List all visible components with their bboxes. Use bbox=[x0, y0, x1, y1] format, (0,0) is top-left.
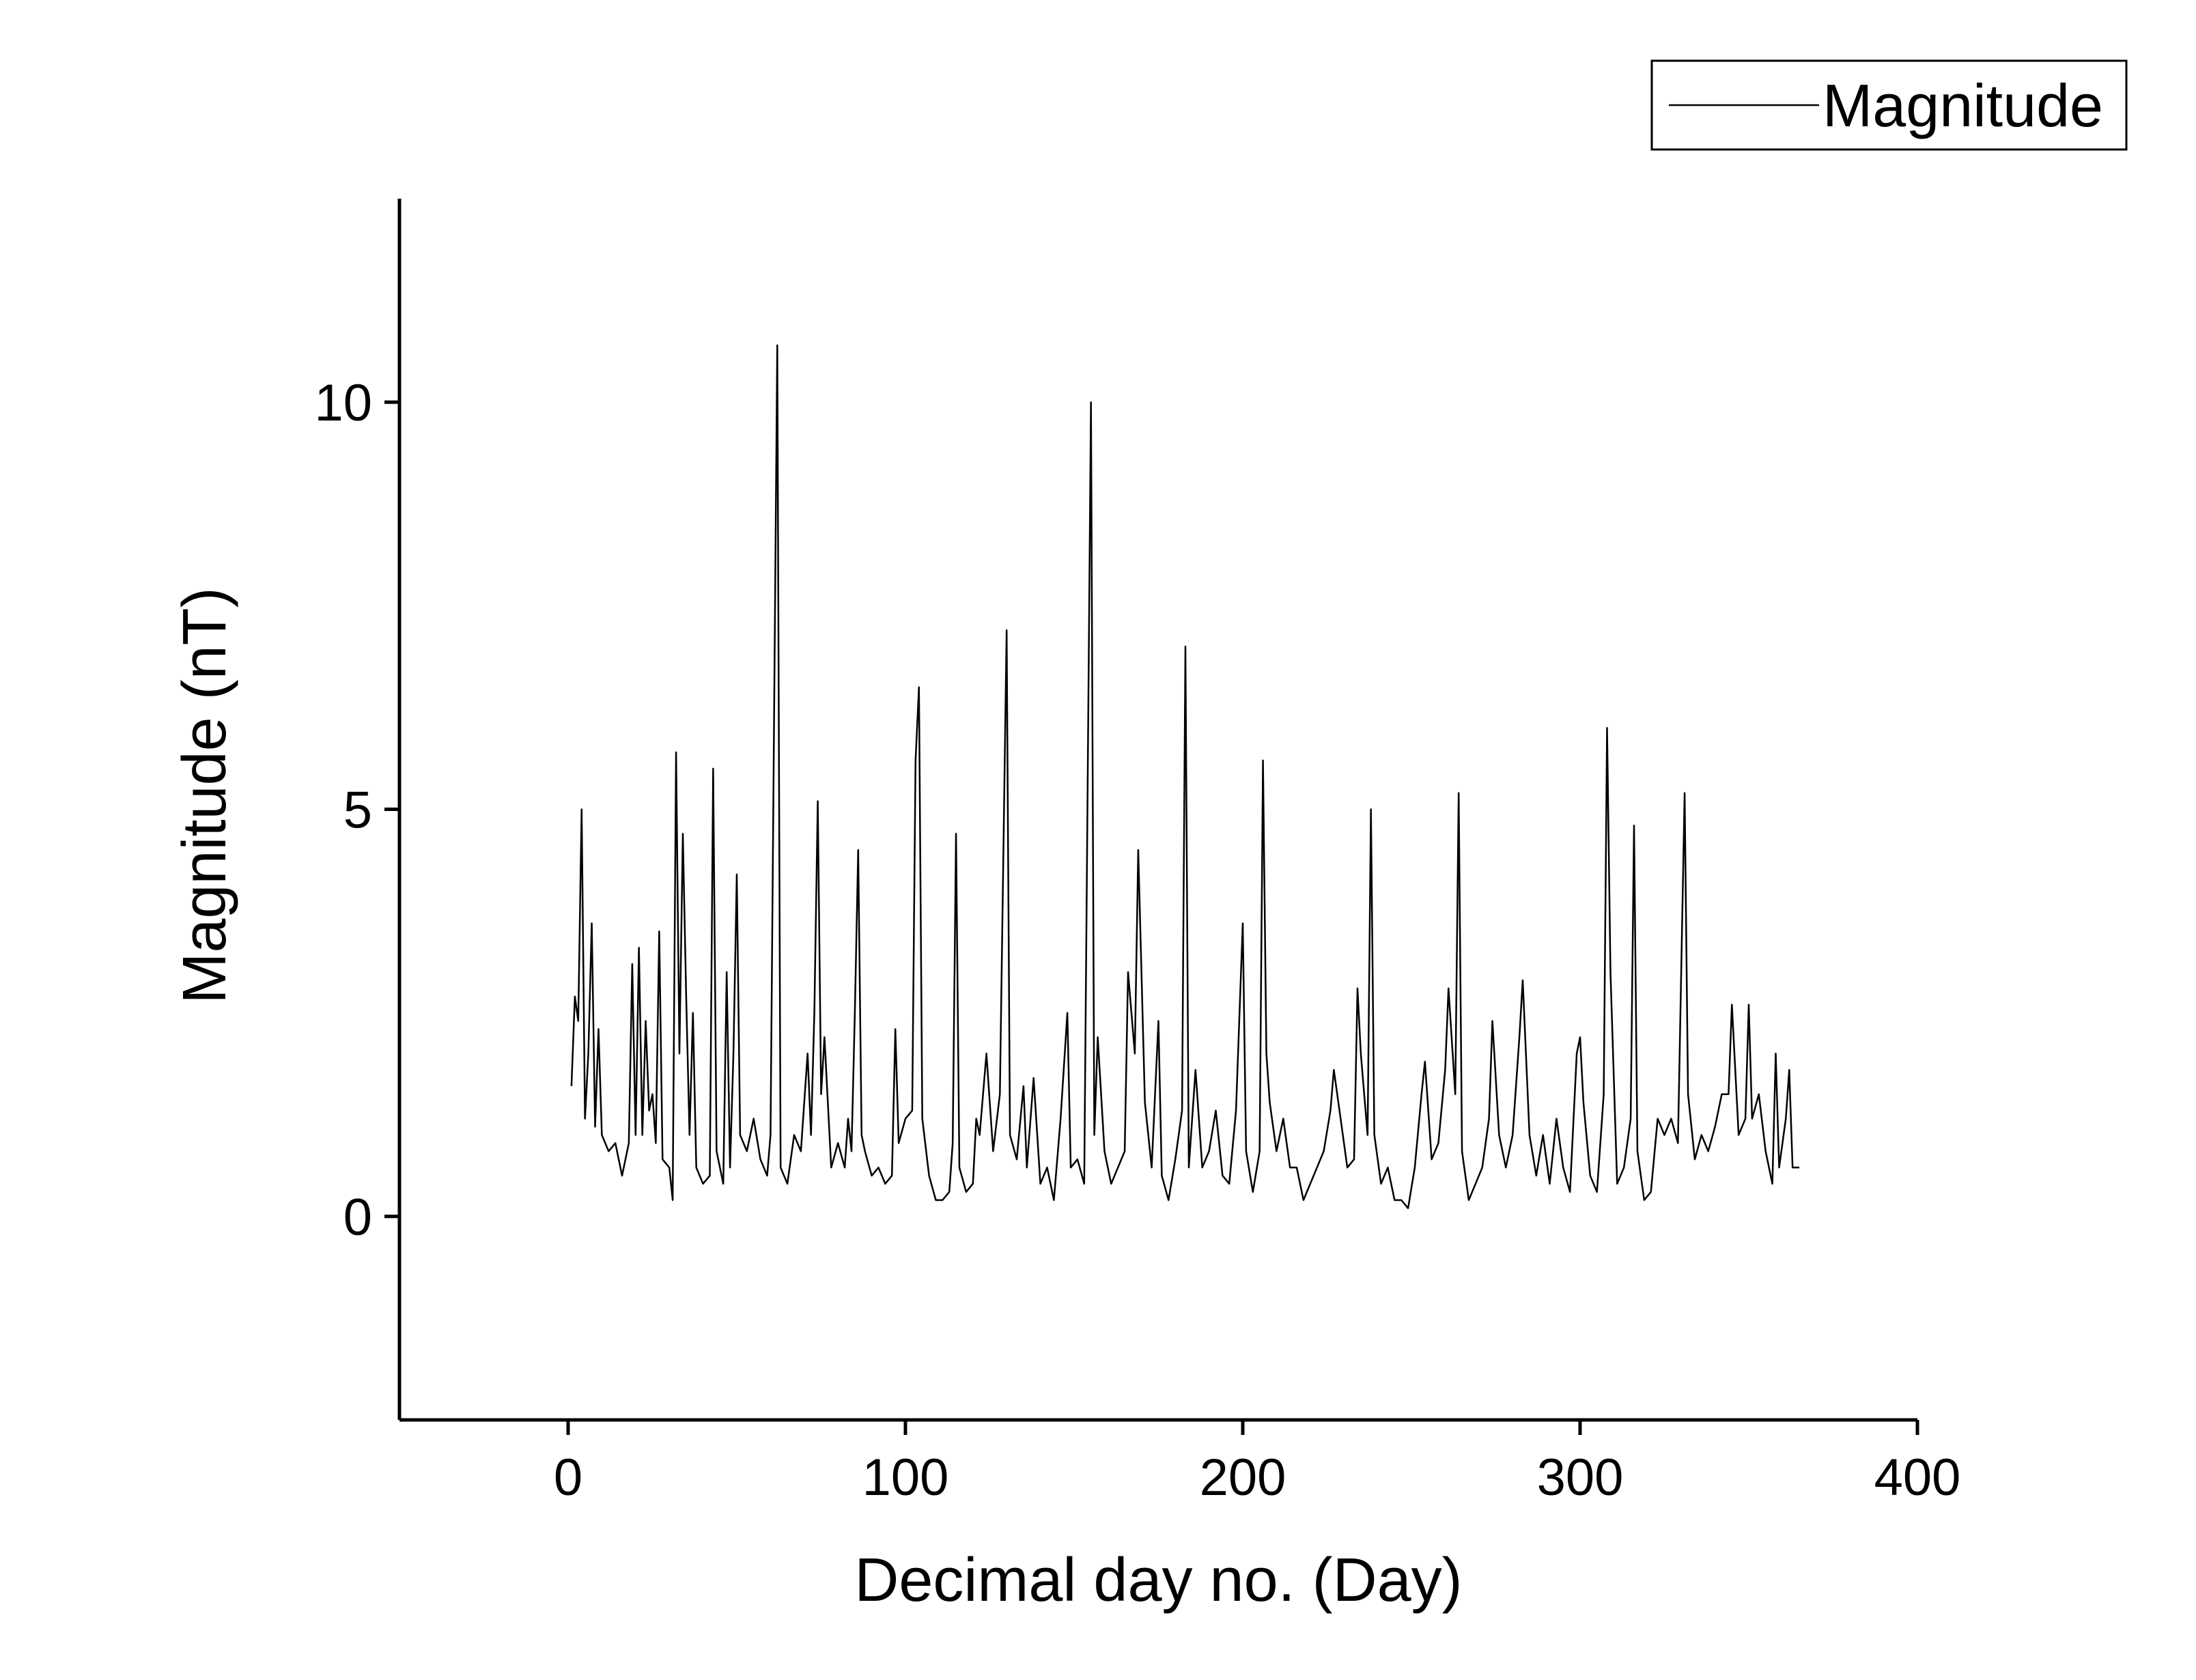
x-tick-label: 200 bbox=[1200, 1449, 1286, 1507]
x-tick-label: 300 bbox=[1537, 1449, 1624, 1507]
x-tick-label: 400 bbox=[1874, 1449, 1961, 1507]
legend-label: Magnitude bbox=[1822, 72, 2103, 139]
y-axis-title: Magnitude (nT) bbox=[171, 587, 239, 1003]
x-tick-label: 0 bbox=[554, 1449, 582, 1507]
x-tick-label: 100 bbox=[862, 1449, 949, 1507]
y-tick-label: 10 bbox=[314, 374, 372, 432]
x-axis-title: Decimal day no. (Day) bbox=[854, 1546, 1462, 1614]
y-tick-label: 0 bbox=[343, 1188, 372, 1247]
data-line bbox=[570, 344, 1800, 1210]
y-tick-label: 5 bbox=[343, 782, 372, 840]
